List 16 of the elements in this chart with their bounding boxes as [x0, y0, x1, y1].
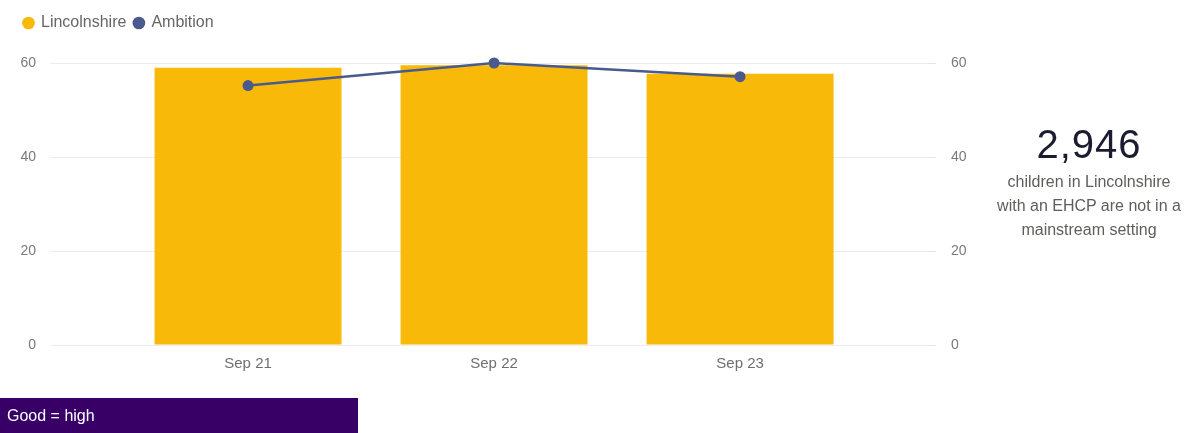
x-tick-label: Sep 23 [716, 354, 764, 372]
y-tick-label: 60 [20, 53, 37, 70]
y2-tick-label: 60 [951, 53, 967, 70]
text: 2,946 [1035, 121, 1143, 168]
x-tick-label: Sep 21 [224, 354, 272, 372]
y2-tick-label: 20 [951, 241, 967, 258]
y2-tick-label: 0 [951, 335, 959, 352]
y2-tick-label: 40 [951, 147, 967, 164]
legend-label: Ambition [151, 13, 214, 31]
y-tick-label: 40 [20, 147, 37, 164]
x-tick-label: Sep 22 [470, 354, 518, 372]
text: children in Lincolnshire with an EHCP are not in a mainstream setting [996, 172, 1182, 240]
text: Good = high [0, 398, 358, 433]
legend-label: Lincolnshire [41, 13, 127, 31]
y-tick-label: 20 [20, 241, 37, 258]
y-tick-label: 0 [28, 335, 37, 352]
